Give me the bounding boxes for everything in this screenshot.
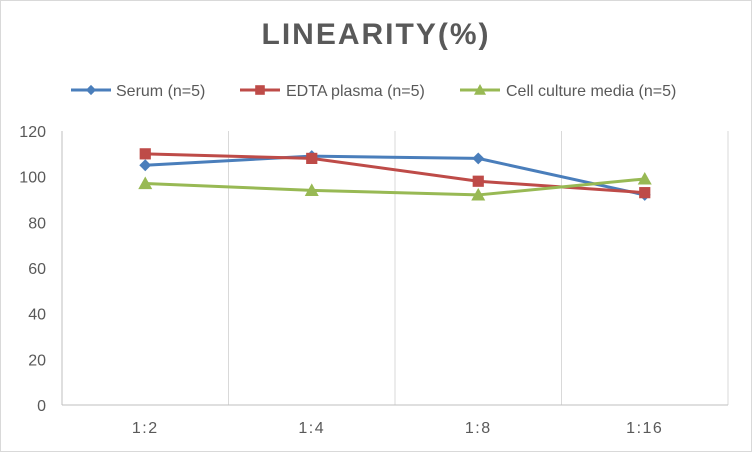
y-tick-label: 100: [19, 170, 46, 187]
data-point: [472, 152, 485, 165]
axes: [61, 131, 728, 406]
series-markers: [138, 148, 652, 201]
x-tick-label: 1:4: [298, 420, 325, 437]
y-tick-label: 0: [37, 398, 46, 415]
series-lines: [145, 152, 646, 197]
x-tick-label: 1:2: [132, 420, 159, 437]
data-point: [138, 176, 153, 190]
legend-label: Serum (n=5): [116, 83, 205, 100]
grid-lines: [228, 131, 729, 405]
y-tick-label: 40: [28, 307, 46, 324]
y-axis-ticks: 0 20 40 60 80 100 120: [19, 124, 46, 415]
legend-marker: [255, 85, 265, 95]
x-axis-ticks: 1:2 1:4 1:8 1:16: [132, 420, 663, 437]
legend-marker: [474, 84, 486, 95]
data-point: [139, 148, 151, 160]
series-line: [145, 154, 646, 197]
data-point: [471, 187, 486, 201]
legend-marker: [85, 84, 97, 96]
data-point: [304, 183, 319, 196]
series-line: [145, 177, 645, 197]
data-point: [306, 152, 318, 164]
y-tick-label: 120: [19, 124, 46, 141]
chart-title: LINEARITY(%): [261, 18, 491, 51]
data-point: [139, 159, 152, 172]
x-tick-label: 1:16: [626, 420, 663, 437]
legend-label: EDTA plasma (n=5): [286, 83, 425, 100]
data-point: [639, 187, 651, 199]
legend-label: Cell culture media (n=5): [506, 83, 676, 100]
legend: Serum (n=5) EDTA plasma (n=5) Cell culture…: [71, 83, 676, 100]
data-point: [637, 171, 652, 185]
x-tick-label: 1:8: [465, 420, 492, 437]
data-point: [472, 175, 484, 187]
y-tick-label: 80: [28, 215, 46, 232]
y-tick-label: 60: [28, 261, 46, 278]
y-tick-label: 20: [28, 352, 46, 369]
